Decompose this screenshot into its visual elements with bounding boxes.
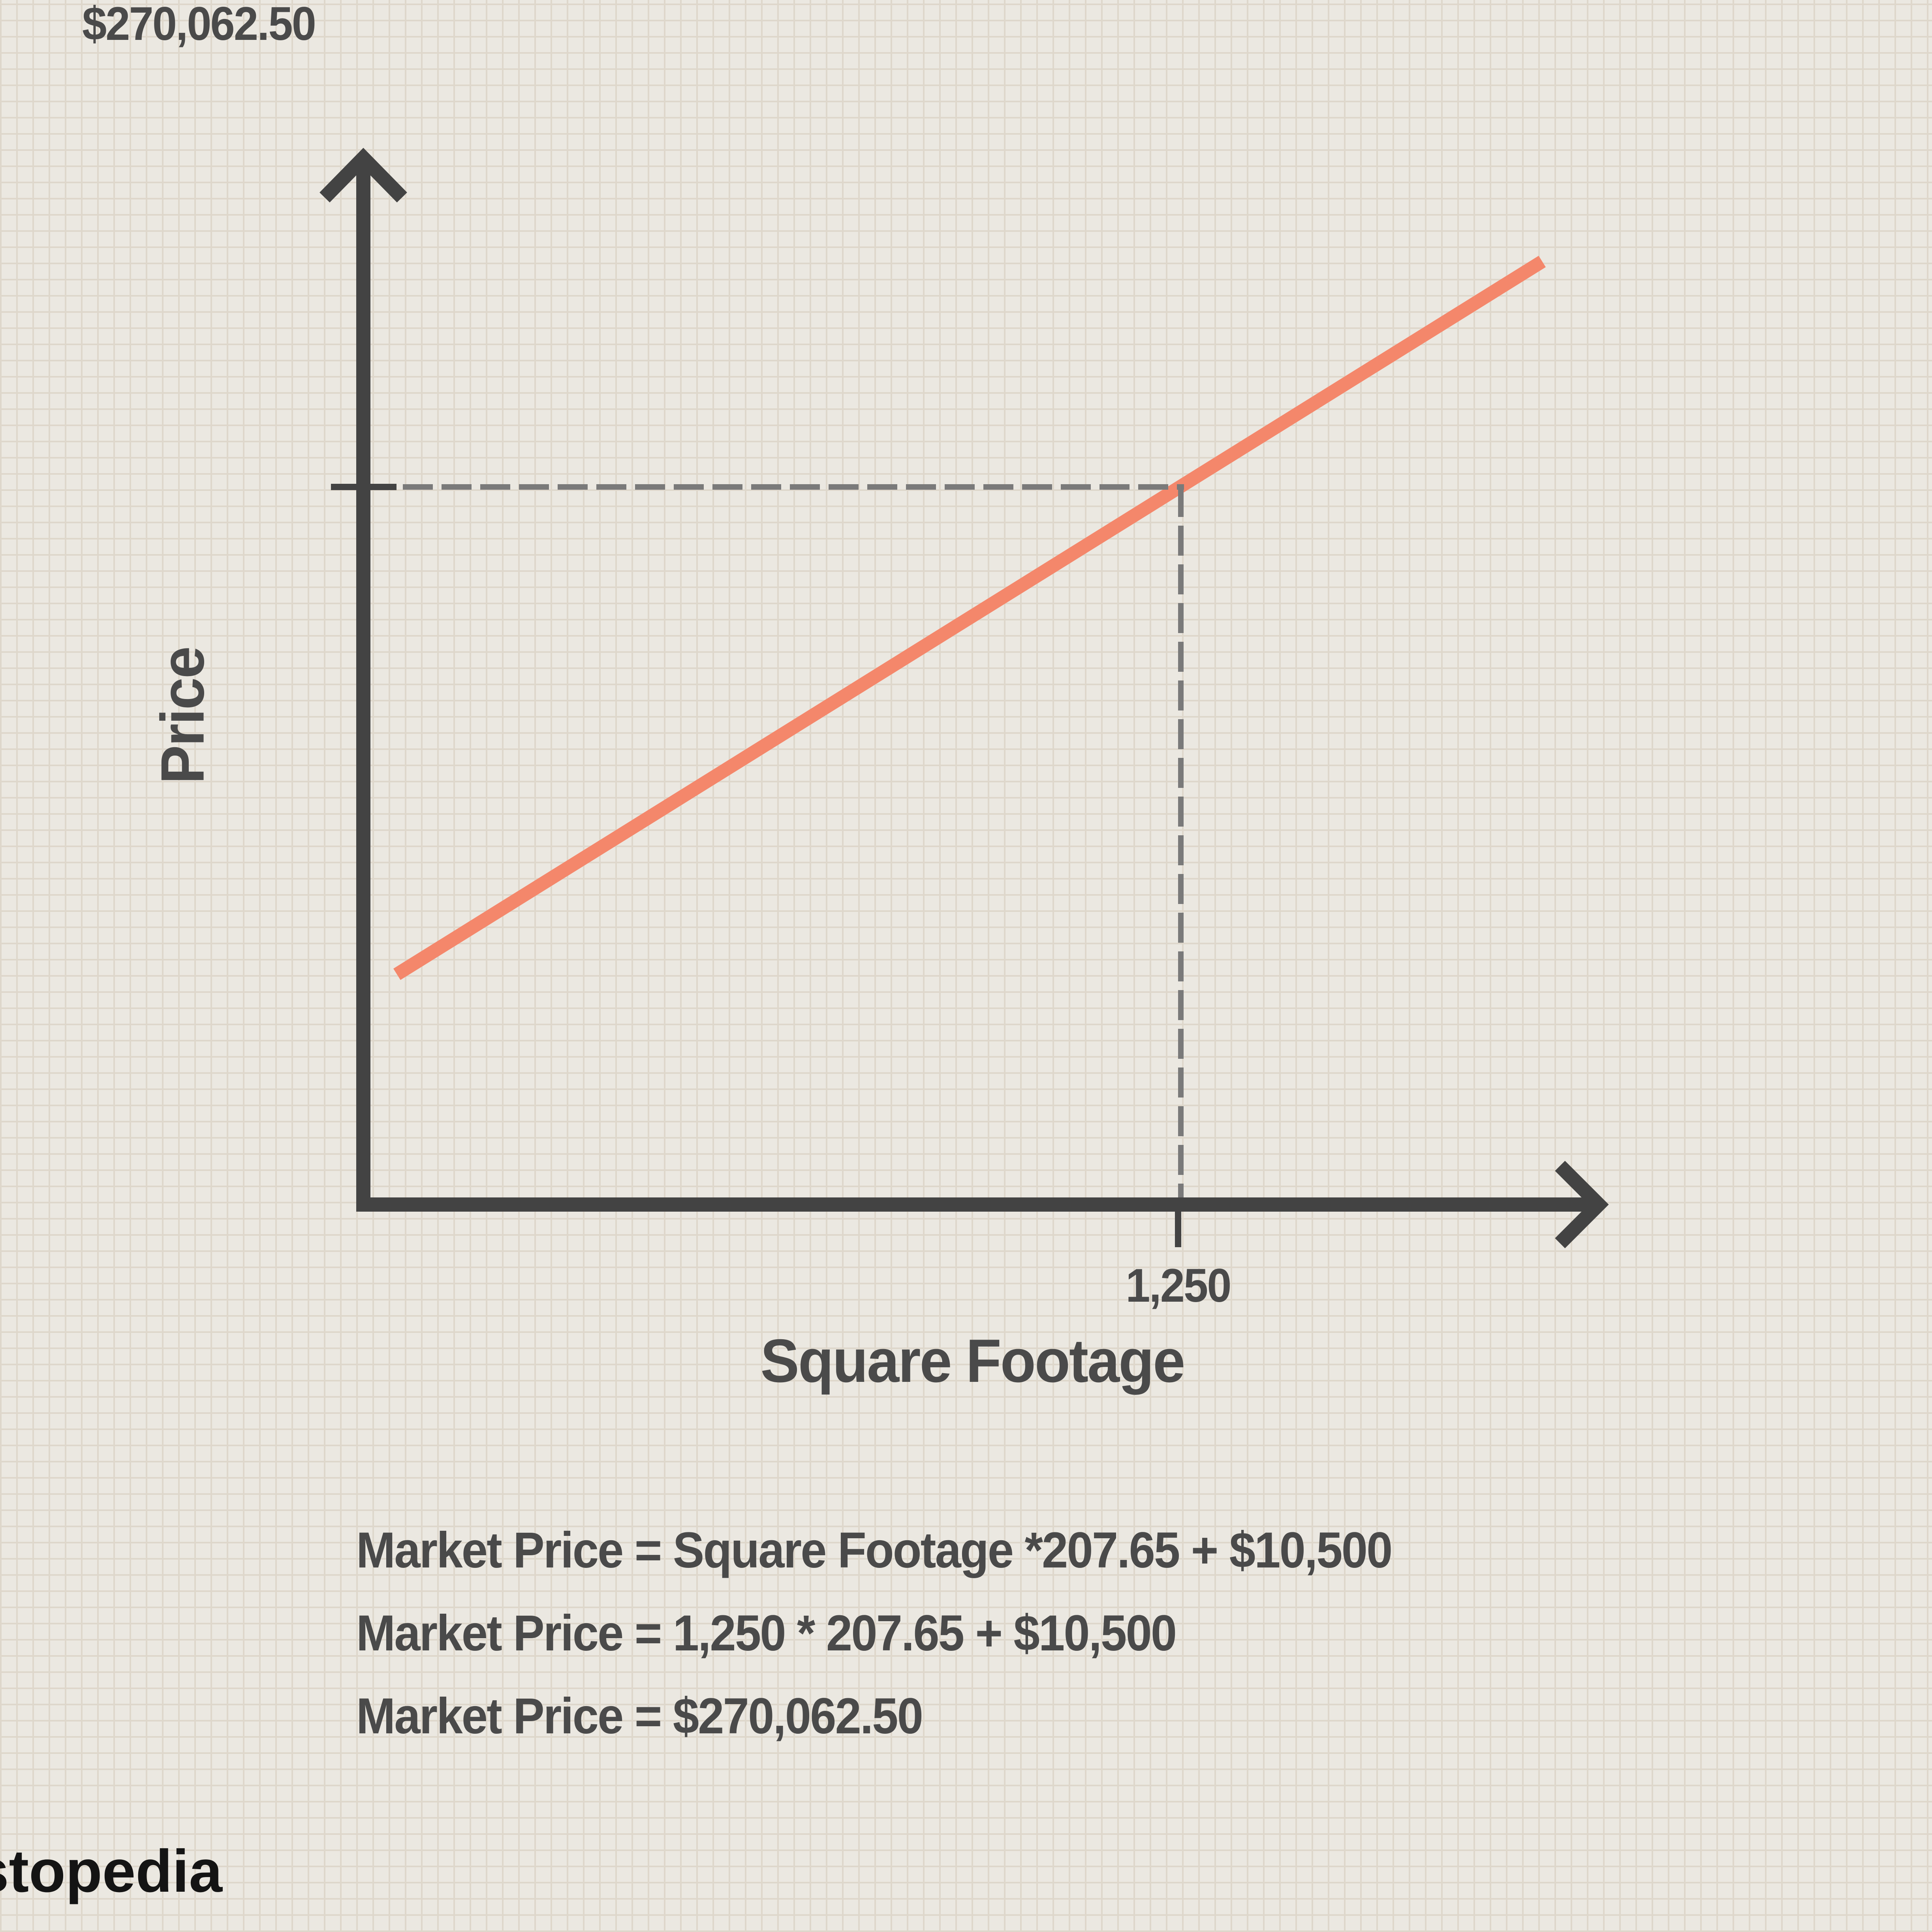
y-value-label: $270,062.50 [82, 0, 316, 50]
formula-line-2: Market Price = 1,250 * 207.65 + $10,500 [356, 1605, 1177, 1661]
y-axis-title: Price [148, 647, 217, 784]
formula-line-1: Market Price = Square Footage *207.65 + … [356, 1522, 1393, 1579]
x-axis-arrow-icon [1555, 1161, 1609, 1248]
regression-line [393, 256, 1546, 980]
x-value-label: 1,250 [1126, 1259, 1231, 1312]
x-axis-title: Square Footage [760, 1327, 1186, 1395]
y-axis-arrow-icon [319, 148, 407, 203]
brand-logo: stopedia [0, 1838, 222, 1905]
formula-line-3: Market Price = $270,062.50 [356, 1688, 923, 1744]
